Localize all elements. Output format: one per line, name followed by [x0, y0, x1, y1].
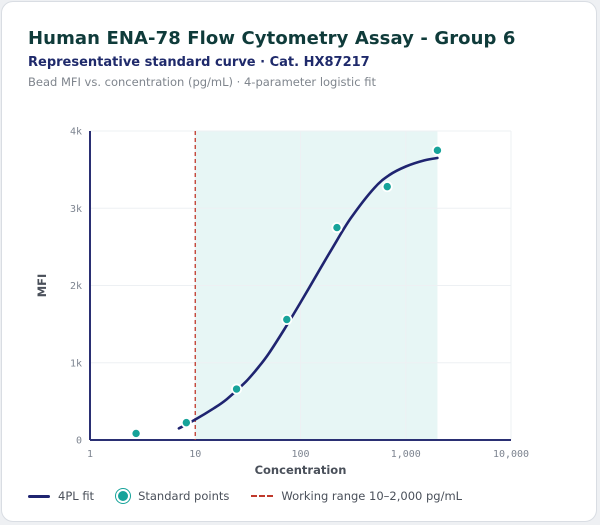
standard-point — [231, 383, 243, 395]
standard-point — [431, 144, 443, 156]
legend-label-points: Standard points — [138, 489, 230, 503]
y-axis-title: MFI — [35, 274, 49, 298]
fit-curve-line — [177, 156, 439, 430]
legend-dash-swatch — [251, 495, 274, 497]
x-tick-label: 100 — [291, 449, 309, 460]
standard-point — [281, 313, 293, 325]
y-tick-label: 1k — [70, 358, 82, 369]
legend-item-fit: 4PL fit — [28, 489, 94, 503]
standard-point — [381, 181, 393, 193]
legend-label-working-range: Working range 10–2,000 pg/mL — [281, 489, 463, 503]
legend-item-points: Standard points — [116, 489, 229, 503]
chart-title: Human ENA-78 Flow Cytometry Assay - Grou… — [28, 28, 516, 49]
y-tick-label: 3k — [70, 204, 82, 215]
legend-line-swatch — [28, 494, 50, 498]
y-tick-label: 2k — [70, 281, 82, 292]
standard-point — [130, 427, 142, 439]
chart-subtitle: Representative standard curve · Cat. HX8… — [28, 55, 370, 70]
x-tick-label: 1,000 — [391, 449, 421, 460]
legend-dot-swatch — [116, 489, 131, 503]
x-axis-title: Concentration — [255, 463, 347, 477]
standard-point — [180, 417, 192, 429]
x-tick-label: 10 — [189, 449, 201, 460]
x-tick-label: 10,000 — [493, 449, 529, 460]
legend-item-working-range: Working range 10–2,000 pg/mL — [251, 489, 462, 503]
chart-caption: Bead MFI vs. concentration (pg/mL) · 4-p… — [28, 75, 376, 89]
x-tick-label: 1 — [87, 449, 93, 460]
legend-label-fit: 4PL fit — [58, 489, 95, 503]
y-tick-label: 4k — [70, 127, 82, 138]
standard-point — [331, 222, 343, 234]
y-tick-label: 0 — [76, 436, 82, 447]
chart-legend: 4PL fit Standard points Working range 10… — [28, 488, 484, 504]
